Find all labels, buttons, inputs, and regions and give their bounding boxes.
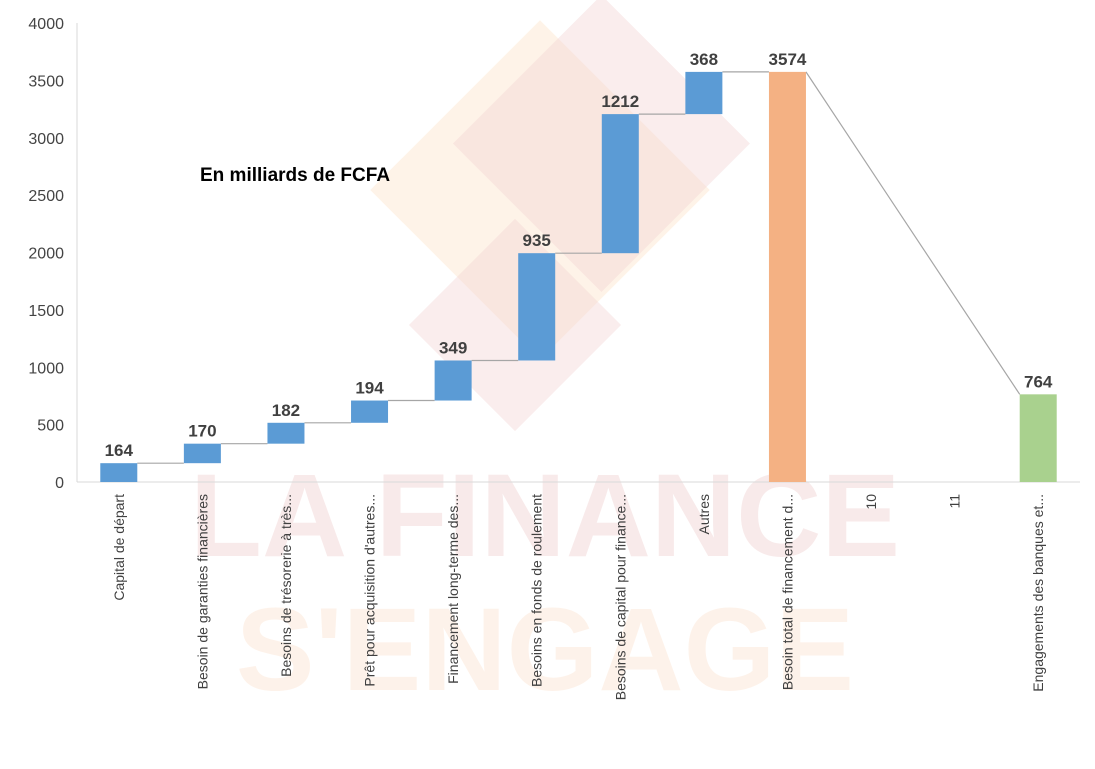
y-tick-label: 1000 [28, 360, 64, 377]
bar [100, 463, 138, 482]
watermark-line-2: S'ENGAGE [236, 584, 854, 716]
category-label: 10 [863, 494, 879, 510]
category-label: Capital de départ [111, 494, 127, 601]
bar [601, 114, 639, 254]
y-tick-label: 3000 [28, 131, 64, 148]
bar [518, 253, 556, 361]
y-tick-label: 0 [55, 475, 64, 492]
category-label: Engagements des banques et... [1030, 494, 1046, 692]
data-label: 349 [439, 338, 467, 357]
y-tick-label: 1500 [28, 303, 64, 320]
y-tick-label: 2000 [28, 246, 64, 263]
data-labels: 164 170 182 194 349 935 1212 368 3574 764 [105, 50, 1053, 460]
data-label: 1212 [601, 92, 639, 111]
category-label: Besoin total de financement d... [779, 494, 795, 690]
bar [267, 422, 305, 444]
bars [100, 71, 1057, 483]
data-label: 170 [188, 422, 216, 441]
category-label: Autres [696, 494, 712, 534]
bar [183, 443, 221, 464]
axes: 0 500 1000 1500 2000 2500 3000 3500 4000 [28, 16, 1080, 492]
connectors [137, 71, 1021, 464]
category-label: Besoins de trésorerie à très... [278, 494, 294, 677]
category-label: Besoins en fonds de roulement [529, 494, 545, 687]
bar [1019, 394, 1057, 482]
y-tick-label: 2500 [28, 188, 64, 205]
bar [351, 400, 389, 423]
category-label: Besoins de capital pour finance... [612, 494, 628, 700]
category-label: Besoin de garanties financières [194, 494, 210, 689]
y-tick-label: 4000 [28, 16, 64, 33]
data-label: 3574 [769, 50, 807, 69]
category-labels: Capital de départ Besoin de garanties fin… [111, 494, 1046, 700]
category-label: Financement long-terme des... [445, 494, 461, 684]
data-label: 935 [523, 231, 551, 250]
y-tick-label: 3500 [28, 73, 64, 90]
data-label: 182 [272, 401, 300, 420]
y-tick-label: 500 [37, 418, 64, 435]
data-label: 764 [1024, 372, 1053, 391]
bar [434, 360, 472, 401]
data-label: 368 [690, 50, 718, 69]
connector-line [805, 71, 1021, 395]
category-label: 11 [947, 494, 963, 509]
bar [685, 71, 723, 115]
data-label: 164 [105, 441, 134, 460]
bar [768, 71, 806, 483]
data-label: 194 [355, 379, 384, 398]
chart-annotation: En milliards de FCFA [200, 165, 390, 186]
category-label: Prêt pour acquisition d'autres... [362, 494, 378, 687]
